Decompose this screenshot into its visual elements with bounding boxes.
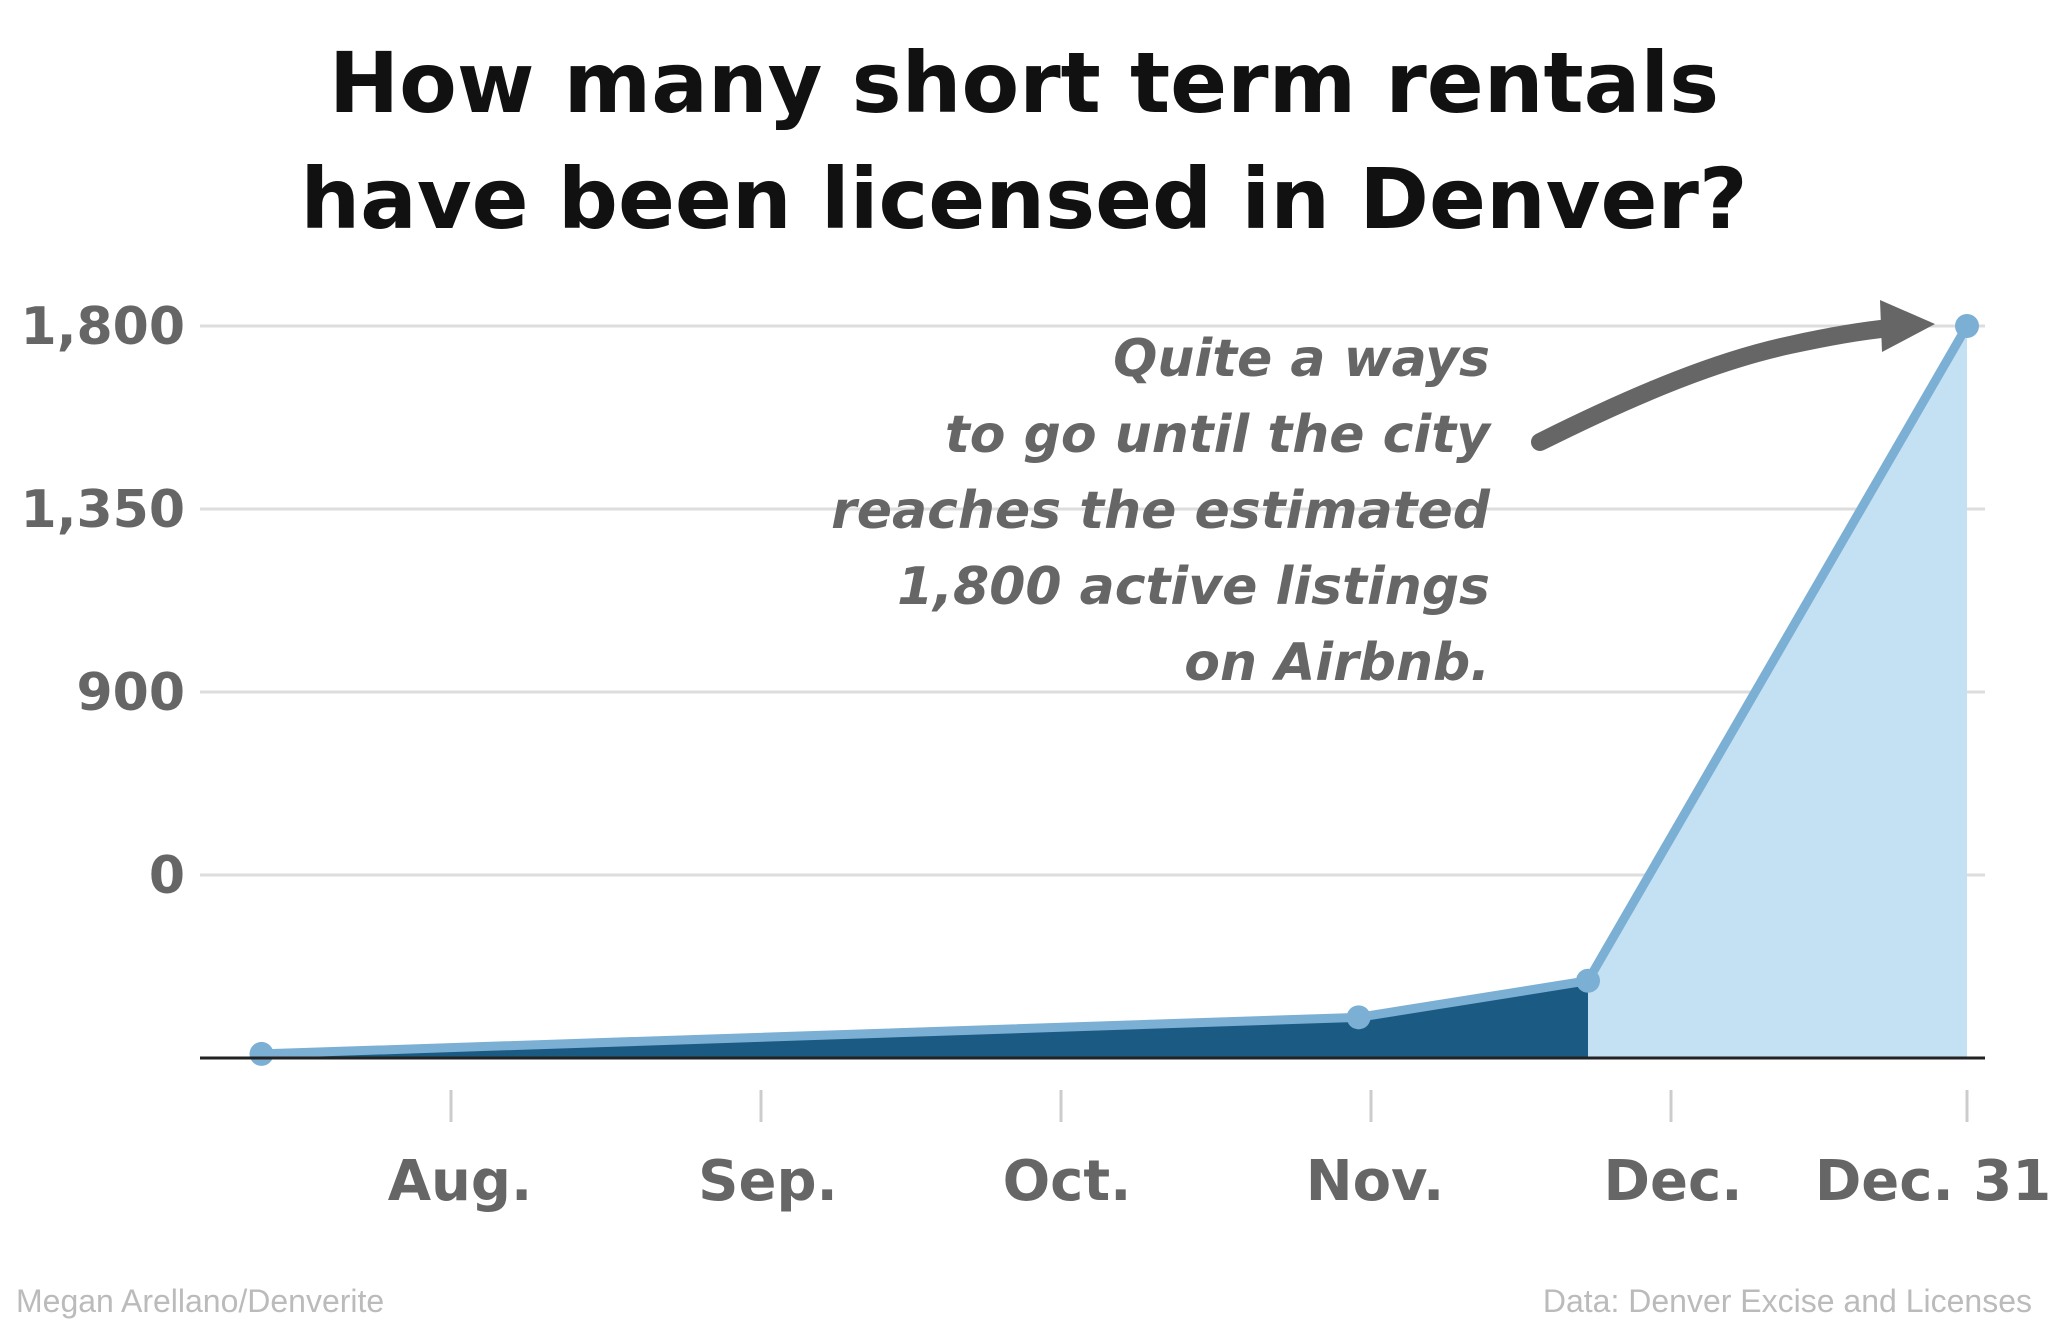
data-point	[1576, 968, 1600, 993]
data-point	[1346, 1005, 1371, 1030]
x-ticks	[449, 1090, 1969, 1122]
credit-left: Megan Arellano/Denverite	[16, 1283, 384, 1319]
x-tick-label: Sep.	[698, 1149, 838, 1214]
x-tick-label: Dec. 31	[1815, 1149, 2048, 1214]
data-point	[1955, 314, 1979, 338]
area-licensed	[261, 980, 1588, 1058]
chart-title-line-1: How many short term rentals	[329, 34, 1719, 132]
annotation-line: on Airbnb.	[1184, 633, 1490, 693]
annotation-arrow	[1531, 319, 1899, 451]
annotation-arrowhead	[1880, 300, 1935, 352]
y-tick-label: 1,350	[21, 480, 185, 540]
data-point	[249, 1041, 274, 1066]
annotation-line: Quite a ways	[1113, 329, 1490, 389]
area-remaining	[1588, 326, 1967, 1058]
credit-right: Data: Denver Excise and Licenses	[1543, 1283, 2032, 1319]
annotation-line: reaches the estimated	[831, 481, 1491, 541]
y-tick-label: 0	[149, 846, 185, 906]
area-layer	[261, 326, 1967, 1058]
x-tick-label: Oct.	[1003, 1149, 1132, 1214]
annotation-line: 1,800 active listings	[897, 557, 1490, 617]
y-tick-label: 1,800	[21, 297, 185, 357]
x-tick-label: Nov.	[1306, 1149, 1445, 1214]
x-tick-label: Dec.	[1604, 1149, 1743, 1214]
annotation-line: to go until the city	[945, 405, 1492, 465]
y-tick-label: 900	[76, 663, 185, 723]
chart-title-line-2: have been licensed in Denver?	[300, 150, 1747, 248]
series-layer	[249, 314, 1979, 1066]
x-tick-label: Aug.	[388, 1149, 533, 1214]
series-line	[261, 323, 1971, 1059]
